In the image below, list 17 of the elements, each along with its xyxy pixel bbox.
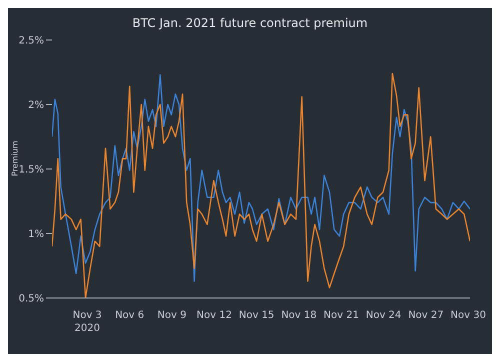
x-tick-label: Nov 30 xyxy=(450,310,486,321)
x-tick-label: Nov 24 xyxy=(366,310,402,321)
x-tick-label: Nov 6 xyxy=(115,310,144,321)
y-tick-label: 1% xyxy=(28,229,44,240)
y-tick-label: 1.5% xyxy=(18,164,44,176)
y-tick-label: 2.5% xyxy=(18,36,44,47)
x-tick-label: Nov 12 xyxy=(196,310,232,321)
x-tick-label: Nov 15 xyxy=(238,310,274,321)
y-axis-title: Premium xyxy=(10,140,20,176)
x-tick-label: Nov 3 2020 xyxy=(72,310,102,334)
x-tick-label: Nov 9 xyxy=(157,310,186,321)
x-tick-label: Nov 18 xyxy=(281,310,317,321)
y-tick-label: 0.5% xyxy=(18,294,44,305)
x-tick-label: Nov 21 xyxy=(324,310,359,321)
y-tick-label: 2% xyxy=(28,100,44,112)
chart-title: BTC Jan. 2021 future contract premium xyxy=(131,16,369,30)
x-tick-label: Nov 27 xyxy=(408,310,444,321)
